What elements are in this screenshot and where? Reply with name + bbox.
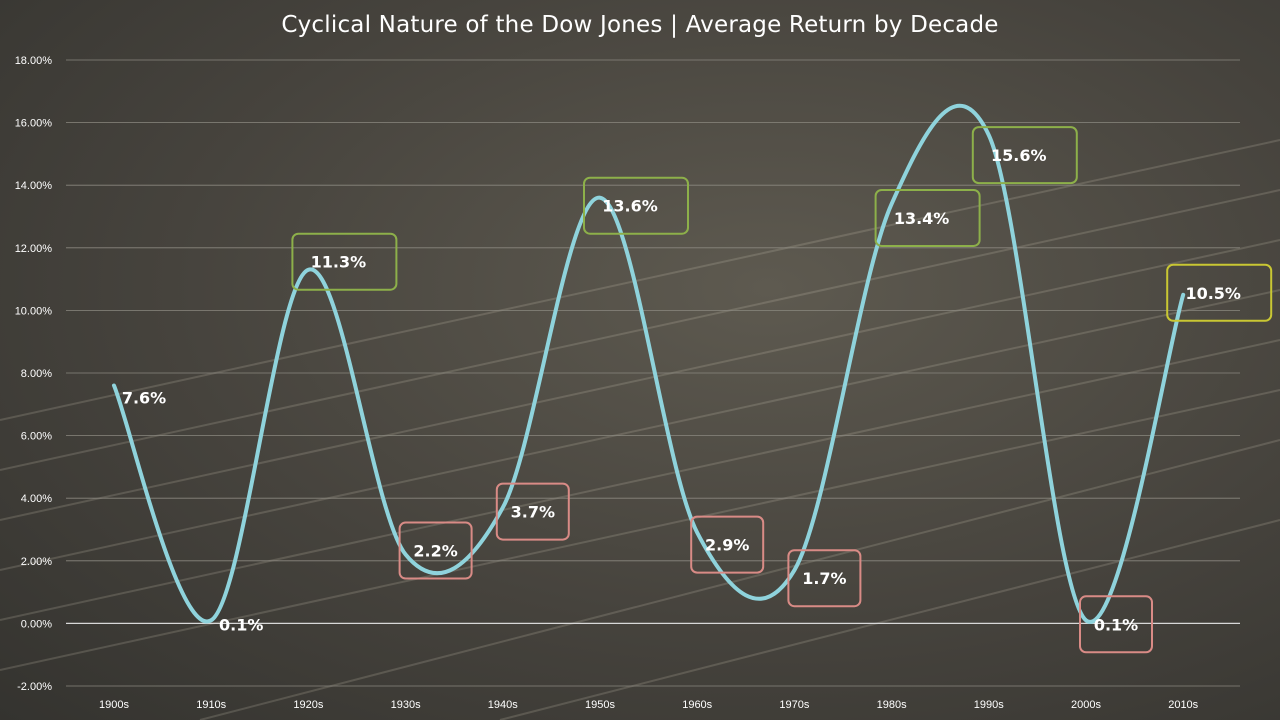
label-box bbox=[291, 232, 398, 291]
x-tick-label: 1970s bbox=[779, 699, 809, 711]
label-box bbox=[874, 188, 981, 247]
data-label: 3.7% bbox=[511, 503, 555, 522]
data-label: 0.1% bbox=[1094, 615, 1138, 634]
x-tick-label: 1920s bbox=[293, 699, 323, 711]
y-tick-label: 6.00% bbox=[21, 431, 52, 443]
data-labels: 7.6% 0.1% 11.3% 2.2% 3.7% 13.6% 2.9% 1.7% 13.4% 1… bbox=[122, 146, 1241, 634]
x-tick-label: 2000s bbox=[1071, 699, 1101, 711]
data-label: 13.4% bbox=[894, 209, 950, 228]
y-tick-label: 10.00% bbox=[15, 305, 53, 317]
x-tick-label: 1990s bbox=[974, 699, 1004, 711]
y-tick-label: 16.00% bbox=[15, 118, 53, 130]
label-box bbox=[398, 521, 473, 580]
data-label: 10.5% bbox=[1185, 284, 1241, 303]
y-tick-label: 14.00% bbox=[15, 180, 53, 192]
data-label: 11.3% bbox=[311, 253, 367, 272]
label-box bbox=[495, 482, 570, 541]
data-label: 13.6% bbox=[602, 197, 658, 216]
x-axis-ticks: 1900s 1910s 1920s 1930s 1940s 1950s 1960s 1970s… bbox=[99, 699, 1199, 711]
label-box bbox=[1166, 263, 1273, 322]
label-box bbox=[787, 549, 862, 608]
x-tick-label: 1930s bbox=[391, 699, 421, 711]
x-tick-label: 1960s bbox=[682, 699, 712, 711]
data-label: 0.1% bbox=[219, 615, 263, 634]
x-tick-label: 1980s bbox=[877, 699, 907, 711]
x-tick-label: 1940s bbox=[488, 699, 518, 711]
data-label: 1.7% bbox=[802, 569, 846, 588]
label-box bbox=[583, 176, 689, 235]
data-label: 2.9% bbox=[705, 536, 749, 555]
y-axis-ticks: -2.00% 0.00% 2.00% 4.00% 6.00% 8.00% 10.00% 12.… bbox=[15, 55, 53, 693]
x-tick-label: 2010s bbox=[1168, 699, 1198, 711]
y-tick-label: 0.00% bbox=[21, 618, 52, 630]
label-boxes bbox=[291, 126, 1273, 654]
y-tick-label: 18.00% bbox=[15, 55, 53, 67]
label-box bbox=[690, 515, 765, 574]
y-tick-label: 4.00% bbox=[21, 493, 52, 505]
x-tick-label: 1950s bbox=[585, 699, 615, 711]
series-line bbox=[112, 103, 1186, 624]
y-tick-label: -2.00% bbox=[17, 681, 52, 693]
y-tick-label: 8.00% bbox=[21, 368, 52, 380]
y-tick-label: 2.00% bbox=[21, 556, 52, 568]
label-box bbox=[971, 126, 1078, 185]
x-tick-label: 1910s bbox=[196, 699, 226, 711]
data-label: 2.2% bbox=[413, 542, 457, 561]
data-label: 15.6% bbox=[991, 146, 1047, 165]
label-box bbox=[1079, 595, 1153, 654]
y-tick-label: 12.00% bbox=[15, 243, 53, 255]
x-tick-label: 1900s bbox=[99, 699, 129, 711]
chart-title: Cyclical Nature of the Dow Jones | Avera… bbox=[281, 12, 999, 38]
series-line-path bbox=[112, 103, 1186, 624]
data-label: 7.6% bbox=[122, 389, 166, 408]
